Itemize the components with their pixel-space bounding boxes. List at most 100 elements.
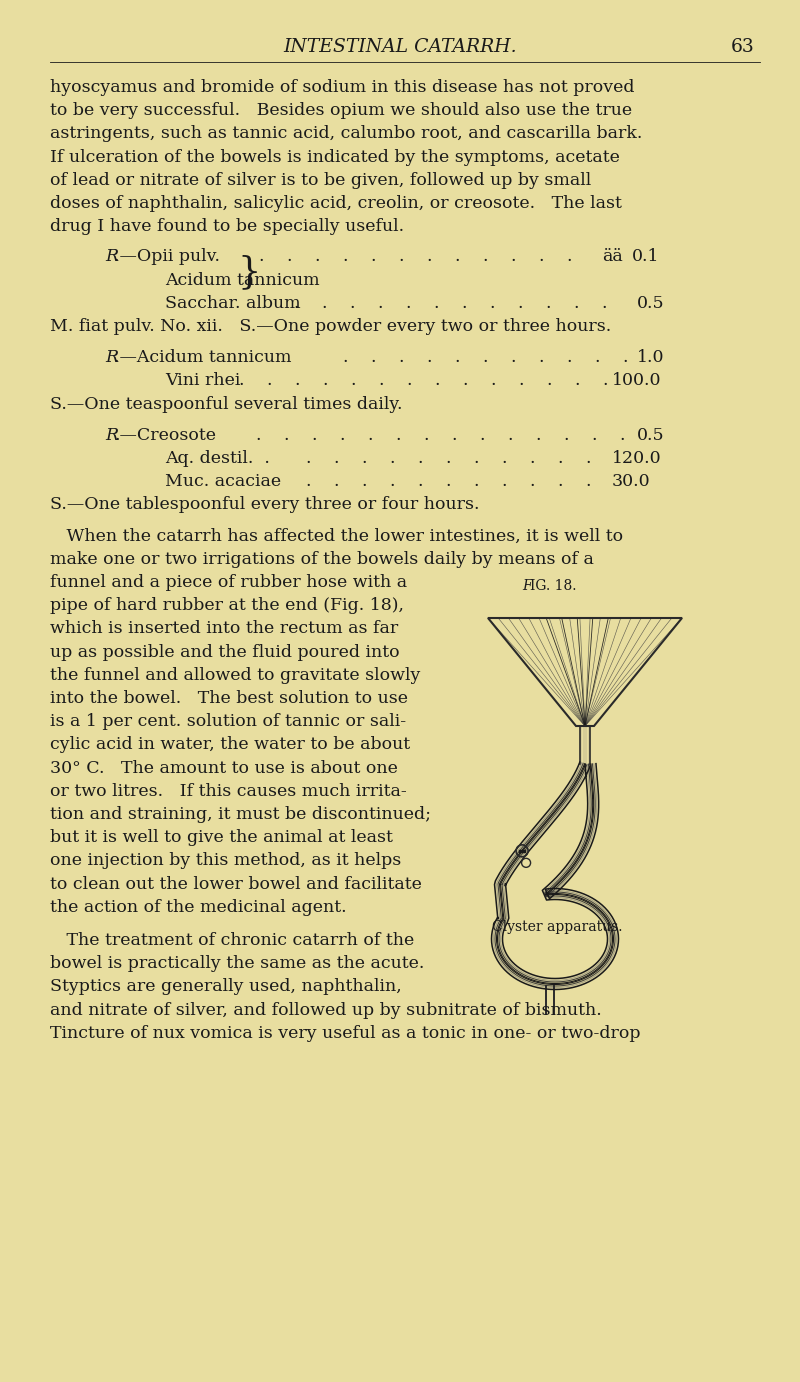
Text: .: . — [566, 249, 571, 265]
Text: 63: 63 — [731, 37, 755, 57]
Text: R: R — [105, 249, 118, 265]
Text: .: . — [423, 427, 429, 444]
Text: doses of naphthalin, salicylic acid, creolin, or creosote.   The last: doses of naphthalin, salicylic acid, cre… — [50, 195, 622, 211]
Text: astringents, such as tannic acid, calumbo root, and cascarilla bark.: astringents, such as tannic acid, calumb… — [50, 126, 642, 142]
Text: M. fiat pulv. No. xii.   S.—One powder every two or three hours.: M. fiat pulv. No. xii. S.—One powder eve… — [50, 318, 611, 334]
Text: .: . — [574, 372, 579, 390]
Text: .: . — [454, 249, 459, 265]
Text: .: . — [370, 350, 375, 366]
Text: .: . — [293, 294, 298, 312]
Text: .: . — [342, 249, 347, 265]
Text: .: . — [545, 294, 550, 312]
Text: .: . — [563, 427, 569, 444]
Text: .: . — [602, 372, 607, 390]
Text: R: R — [105, 427, 118, 444]
Text: and nitrate of silver, and followed up by subnitrate of bismuth.: and nitrate of silver, and followed up b… — [50, 1002, 602, 1019]
Text: When the catarrh has affected the lower intestines, it is well to: When the catarrh has affected the lower … — [50, 528, 623, 545]
Text: .: . — [294, 372, 299, 390]
Text: .: . — [367, 427, 373, 444]
Text: .: . — [378, 372, 383, 390]
Text: INTESTINAL CATARRH.: INTESTINAL CATARRH. — [283, 37, 517, 57]
Text: .: . — [406, 372, 411, 390]
Text: .: . — [398, 249, 403, 265]
Text: .: . — [585, 451, 590, 467]
Text: .: . — [473, 451, 478, 467]
Text: .: . — [398, 350, 403, 366]
Text: .: . — [445, 451, 450, 467]
Text: Styptics are generally used, naphthalin,: Styptics are generally used, naphthalin, — [50, 978, 402, 995]
Text: .: . — [238, 372, 243, 390]
Text: .: . — [517, 294, 522, 312]
Text: .: . — [433, 294, 438, 312]
Text: is a 1 per cent. solution of tannic or sali-: is a 1 per cent. solution of tannic or s… — [50, 713, 406, 730]
Text: .: . — [501, 473, 506, 491]
Text: .: . — [557, 451, 562, 467]
Text: .: . — [518, 372, 523, 390]
Text: S.—One teaspoonful several times daily.: S.—One teaspoonful several times daily. — [50, 395, 402, 413]
Text: .: . — [361, 451, 366, 467]
Text: .: . — [510, 249, 515, 265]
Text: .—Creosote: .—Creosote — [114, 427, 216, 444]
Text: .: . — [501, 451, 506, 467]
Text: .: . — [426, 249, 431, 265]
Text: bowel is practically the same as the acute.: bowel is practically the same as the acu… — [50, 955, 424, 972]
Text: into the bowel.   The best solution to use: into the bowel. The best solution to use — [50, 690, 408, 708]
Text: .: . — [314, 249, 319, 265]
Text: .: . — [591, 427, 597, 444]
Text: .: . — [255, 427, 261, 444]
Text: .: . — [451, 427, 457, 444]
Text: the funnel and allowed to gravitate slowly: the funnel and allowed to gravitate slow… — [50, 666, 420, 684]
Text: ää: ää — [602, 249, 622, 265]
Text: hyoscyamus and bromide of sodium in this disease has not proved: hyoscyamus and bromide of sodium in this… — [50, 79, 634, 95]
Text: .: . — [389, 473, 394, 491]
Text: .: . — [490, 372, 495, 390]
Text: 100.0: 100.0 — [612, 372, 662, 390]
Text: IG. 18.: IG. 18. — [530, 579, 577, 593]
Text: .: . — [286, 249, 291, 265]
Text: .: . — [557, 473, 562, 491]
Text: .: . — [535, 427, 541, 444]
Text: .: . — [349, 294, 354, 312]
Text: S.—One tablespoonful every three or four hours.: S.—One tablespoonful every three or four… — [50, 496, 479, 513]
Text: }: } — [237, 254, 260, 290]
Text: .: . — [350, 372, 355, 390]
Text: .: . — [462, 372, 467, 390]
Text: 30° C.   The amount to use is about one: 30° C. The amount to use is about one — [50, 760, 398, 777]
Text: If ulceration of the bowels is indicated by the symptoms, acetate: If ulceration of the bowels is indicated… — [50, 149, 620, 166]
Text: .: . — [489, 294, 494, 312]
Text: Aq. destil.  .: Aq. destil. . — [165, 451, 270, 467]
Text: .: . — [601, 294, 606, 312]
Text: 30.0: 30.0 — [612, 473, 650, 491]
Text: .: . — [594, 350, 599, 366]
Text: .: . — [461, 294, 466, 312]
Text: .: . — [434, 372, 439, 390]
Text: the action of the medicinal agent.: the action of the medicinal agent. — [50, 898, 346, 916]
Text: but it is well to give the animal at least: but it is well to give the animal at lea… — [50, 829, 393, 846]
Text: .: . — [538, 249, 543, 265]
Text: F: F — [522, 579, 532, 593]
Text: .: . — [395, 427, 401, 444]
Text: or two litres.   If this causes much irrita-: or two litres. If this causes much irrit… — [50, 782, 406, 800]
Text: Tincture of nux vomica is very useful as a tonic in one- or two-drop: Tincture of nux vomica is very useful as… — [50, 1025, 641, 1042]
Text: .—Acidum tannicum: .—Acidum tannicum — [114, 350, 291, 366]
Text: Vini rhei: Vini rhei — [165, 372, 240, 390]
Text: .: . — [305, 451, 310, 467]
Text: .: . — [258, 249, 263, 265]
Text: 1.0: 1.0 — [637, 350, 665, 366]
Text: Sacchar. album: Sacchar. album — [165, 294, 301, 312]
Text: 0.5: 0.5 — [637, 294, 665, 312]
Text: The treatment of chronic catarrh of the: The treatment of chronic catarrh of the — [50, 931, 414, 949]
Text: .: . — [454, 350, 459, 366]
Text: .: . — [342, 350, 347, 366]
Text: .: . — [473, 473, 478, 491]
Text: .: . — [305, 473, 310, 491]
Text: which is inserted into the rectum as far: which is inserted into the rectum as far — [50, 621, 398, 637]
Text: .: . — [405, 294, 410, 312]
Text: .—Opii pulv.: .—Opii pulv. — [114, 249, 220, 265]
Text: one injection by this method, as it helps: one injection by this method, as it help… — [50, 853, 402, 869]
Text: .: . — [333, 451, 338, 467]
Text: .: . — [479, 427, 485, 444]
Text: .: . — [529, 451, 534, 467]
Text: .: . — [529, 473, 534, 491]
Text: .: . — [322, 372, 327, 390]
